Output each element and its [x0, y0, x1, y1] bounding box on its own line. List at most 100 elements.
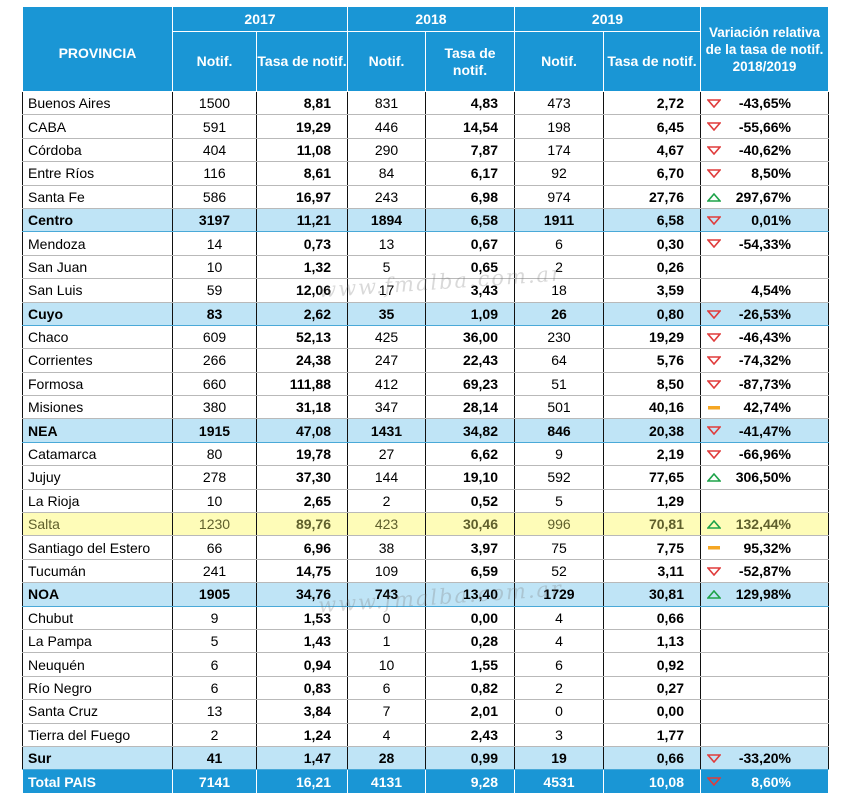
cell-tasa-2018: 6,98	[425, 185, 515, 209]
cell-variacion: -33,20%	[700, 745, 829, 771]
cell-tasa-2017: 3,84	[256, 699, 348, 724]
table-row: Salta 1230 89,76 423 30,46 996 70,81 132,44%	[22, 512, 829, 537]
cell-tasa-2018: 0,65	[425, 255, 515, 280]
cell-variacion	[700, 489, 829, 514]
variacion-value: 297,67%	[735, 188, 791, 205]
cell-notif-2018: 84	[347, 161, 426, 186]
cell-tasa-2018: 28,14	[425, 395, 515, 420]
trend-down-icon	[707, 145, 721, 155]
cell-notif-2019: 1729	[514, 582, 604, 607]
cell-tasa-2019: 5,76	[603, 348, 701, 373]
cell-notif-2019: 1911	[514, 207, 604, 233]
cell-tasa-2018: 6,17	[425, 161, 515, 186]
header-year-2017: 2017	[172, 6, 348, 32]
cell-notif-2019: 473	[514, 91, 604, 116]
cell-tasa-2017: 16,97	[256, 185, 348, 209]
cell-variacion	[700, 699, 829, 724]
cell-tasa-2018: 14,54	[425, 114, 515, 139]
cell-provincia: CABA	[22, 114, 173, 139]
cell-notif-2018: 4	[347, 723, 426, 747]
cell-notif-2018: 1	[347, 629, 426, 654]
cell-tasa-2018: 36,00	[425, 325, 515, 350]
cell-notif-2019: 198	[514, 114, 604, 139]
cell-notif-2019: 9	[514, 442, 604, 467]
variacion-value: 132,44%	[735, 516, 791, 533]
variacion-value: 8,60%	[751, 773, 791, 790]
table-row: Neuquén 6 0,94 10 1,55 6 0,92	[22, 652, 829, 677]
cell-tasa-2017: 31,18	[256, 395, 348, 420]
cell-tasa-2019: 0,27	[603, 676, 701, 701]
cell-variacion: 42,74%	[700, 395, 829, 420]
cell-variacion: -74,32%	[700, 348, 829, 373]
cell-notif-2018: 243	[347, 185, 426, 209]
table-row: Misiones 380 31,18 347 28,14 501 40,16 42,74%	[22, 395, 829, 420]
cell-notif-2017: 6	[172, 676, 257, 701]
variacion-value: -87,73%	[738, 375, 791, 392]
trend-down-icon	[707, 239, 721, 249]
cell-tasa-2017: 0,83	[256, 676, 348, 701]
variacion-value: 4,54%	[751, 282, 791, 299]
table-row: Centro 3197 11,21 1894 6,58 1911 6,58 0,01%	[22, 207, 829, 233]
cell-notif-2017: 3197	[172, 207, 257, 233]
cell-provincia: Total PAIS	[22, 769, 173, 794]
cell-tasa-2018: 2,01	[425, 699, 515, 724]
cell-tasa-2018: 6,62	[425, 442, 515, 467]
cell-provincia: Salta	[22, 512, 173, 537]
cell-notif-2017: 41	[172, 745, 257, 771]
cell-tasa-2018: 1,09	[425, 301, 515, 326]
cell-variacion: -43,65%	[700, 91, 829, 116]
cell-notif-2019: 3	[514, 723, 604, 747]
table-row: NEA 1915 47,08 1431 34,82 846 20,38 -41,47%	[22, 418, 829, 443]
header-notif-2019: Notif.	[514, 31, 604, 92]
cell-provincia: Chaco	[22, 325, 173, 350]
variacion-value: -26,53%	[738, 305, 791, 322]
cell-notif-2017: 10	[172, 489, 257, 514]
cell-variacion: -66,96%	[700, 442, 829, 467]
cell-tasa-2019: 70,81	[603, 512, 701, 537]
variacion-value: -43,65%	[738, 95, 791, 112]
cell-variacion: 129,98%	[700, 582, 829, 607]
cell-notif-2018: 35	[347, 301, 426, 326]
cell-tasa-2019: 0,80	[603, 301, 701, 326]
cell-notif-2019: 51	[514, 372, 604, 397]
cell-notif-2018: 2	[347, 489, 426, 514]
cell-variacion: -87,73%	[700, 372, 829, 397]
cell-tasa-2019: 0,66	[603, 606, 701, 630]
cell-provincia: NOA	[22, 582, 173, 607]
header-tasa-2019: Tasa de notif.	[603, 31, 701, 92]
table-header: PROVINCIA 2017 2018 2019 Variación relat…	[22, 6, 829, 92]
cell-notif-2019: 5	[514, 489, 604, 514]
cell-provincia: Sur	[22, 745, 173, 771]
cell-notif-2019: 996	[514, 512, 604, 537]
cell-tasa-2019: 1,13	[603, 629, 701, 654]
table-row: Tucumán 241 14,75 109 6,59 52 3,11 -52,87%	[22, 559, 829, 584]
cell-tasa-2019: 0,30	[603, 231, 701, 256]
cell-tasa-2019: 30,81	[603, 582, 701, 607]
cell-notif-2019: 174	[514, 138, 604, 163]
cell-provincia: Jujuy	[22, 465, 173, 490]
cell-provincia: Cuyo	[22, 301, 173, 326]
cell-notif-2018: 247	[347, 348, 426, 373]
trend-down-icon	[707, 169, 721, 179]
cell-tasa-2017: 111,88	[256, 372, 348, 397]
cell-notif-2018: 27	[347, 442, 426, 467]
header-notif-2018: Notif.	[347, 31, 426, 92]
trend-down-icon	[707, 216, 721, 225]
cell-variacion	[700, 606, 829, 630]
cell-variacion: 95,32%	[700, 535, 829, 560]
cell-tasa-2019: 10,08	[603, 769, 701, 794]
table-row: CABA 591 19,29 446 14,54 198 6,45 -55,66%	[22, 114, 829, 139]
cell-notif-2017: 6	[172, 652, 257, 677]
cell-tasa-2019: 0,66	[603, 745, 701, 771]
cell-notif-2017: 609	[172, 325, 257, 350]
variacion-value: -54,33%	[738, 235, 791, 252]
cell-variacion: 306,50%	[700, 465, 829, 490]
cell-tasa-2018: 0,52	[425, 489, 515, 514]
cell-notif-2019: 92	[514, 161, 604, 186]
cell-notif-2017: 14	[172, 231, 257, 256]
header-year-2019: 2019	[514, 6, 701, 32]
cell-tasa-2017: 47,08	[256, 418, 348, 443]
cell-notif-2018: 1894	[347, 207, 426, 233]
cell-notif-2018: 38	[347, 535, 426, 560]
table-row: Chubut 9 1,53 0 0,00 4 0,66	[22, 606, 829, 630]
